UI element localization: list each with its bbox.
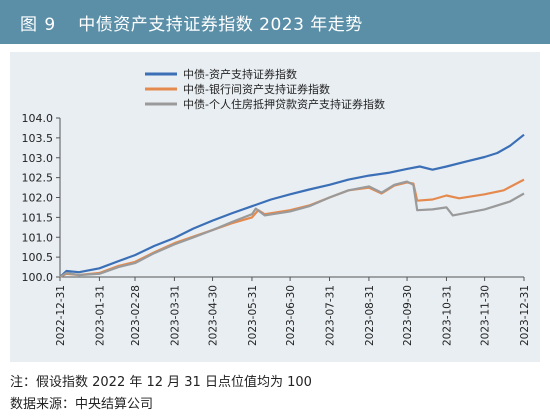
series-line-3 <box>59 180 525 278</box>
legend-label-3: 中债-个人住房抵押贷款资产支持证券指数 <box>183 97 385 111</box>
figure-header: 图 9 中债资产支持证券指数 2023 年走势 <box>0 0 550 44</box>
legend-label-1: 中债-资产支持证券指数 <box>183 67 297 81</box>
chart-panel: 100.0 100.5 101.0 101.5 102.0 102.5 103.0 103.5… <box>10 52 540 362</box>
x-tick-label: 2023-10-31 <box>441 285 453 346</box>
figure-title: 中债资产支持证券指数 2023 年走势 <box>78 14 363 35</box>
y-tick-label: 102.0 <box>22 192 54 205</box>
y-tick-label: 100.5 <box>22 251 54 264</box>
x-tick-label: 2023-07-31 <box>325 285 337 346</box>
figure-number: 图 9 <box>20 14 57 35</box>
x-tick-label: 2023-06-30 <box>285 285 297 346</box>
series-line-1 <box>59 133 525 278</box>
data-source: 数据来源：中央结算公司 <box>10 397 154 412</box>
x-tick-label: 2023-02-28 <box>130 285 142 346</box>
y-tick-label: 102.5 <box>22 172 54 185</box>
x-tick-label: 2023-01-31 <box>94 285 106 346</box>
x-tick-label: 2023-11-30 <box>480 285 492 346</box>
legend-label-2: 中债-银行间资产支持证券指数 <box>183 82 330 96</box>
x-tick-label: 2023-08-31 <box>364 285 376 346</box>
x-tick-label: 2023-05-31 <box>247 285 259 346</box>
line-chart: 100.0 100.5 101.0 101.5 102.0 102.5 103.0 103.5… <box>22 67 532 346</box>
y-tick-label: 103.0 <box>22 152 54 165</box>
y-tick-label: 101.0 <box>22 231 54 244</box>
x-tick-label: 2023-09-30 <box>402 285 414 346</box>
y-tick-label: 100.0 <box>22 271 54 284</box>
chart-note: 注：假设指数 2022 年 12 月 31 日点位值均为 100 <box>10 375 312 390</box>
x-tick-label: 2022-12-31 <box>55 285 67 346</box>
x-tick-label: 2023-12-31 <box>519 285 531 346</box>
y-tick-label: 103.5 <box>22 132 54 145</box>
x-tick-label: 2023-04-30 <box>208 285 220 346</box>
y-tick-label: 104.0 <box>22 112 54 125</box>
x-tick-label: 2023-03-31 <box>169 285 181 346</box>
y-tick-label: 101.5 <box>22 211 54 224</box>
